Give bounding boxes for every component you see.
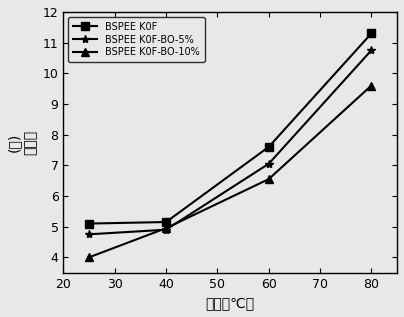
- Line: BSPEE K0F-BO-10%: BSPEE K0F-BO-10%: [85, 81, 376, 262]
- Y-axis label: (％)
吸水率: (％) 吸水率: [7, 130, 37, 155]
- BSPEE K0F-BO-5%: [266, 162, 271, 166]
- BSPEE K0F-BO-10%: [266, 177, 271, 181]
- BSPEE K0F: [266, 145, 271, 149]
- BSPEE K0F: [87, 222, 92, 225]
- BSPEE K0F: [369, 31, 374, 35]
- Legend: BSPEE K0F, BSPEE K0F-BO-5%, BSPEE K0F-BO-10%: BSPEE K0F, BSPEE K0F-BO-5%, BSPEE K0F-BO…: [68, 17, 205, 62]
- BSPEE K0F: [164, 220, 168, 224]
- BSPEE K0F-BO-5%: [369, 49, 374, 52]
- BSPEE K0F-BO-10%: [87, 256, 92, 259]
- Line: BSPEE K0F-BO-5%: BSPEE K0F-BO-5%: [85, 46, 376, 238]
- BSPEE K0F-BO-10%: [369, 84, 374, 87]
- Line: BSPEE K0F: BSPEE K0F: [85, 29, 376, 228]
- BSPEE K0F-BO-10%: [164, 226, 168, 230]
- X-axis label: 温度（℃）: 温度（℃）: [206, 296, 255, 310]
- BSPEE K0F-BO-5%: [164, 228, 168, 232]
- BSPEE K0F-BO-5%: [87, 232, 92, 236]
